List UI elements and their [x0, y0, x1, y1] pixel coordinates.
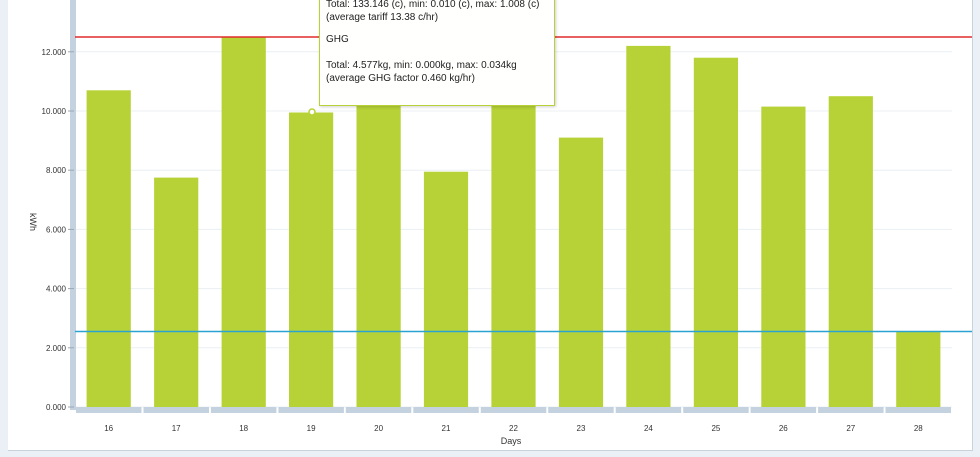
x-axis-track-segment[interactable]	[885, 407, 952, 413]
x-axis-track-segment[interactable]	[278, 407, 344, 413]
tooltip-ghg-average: (average GHG factor 0.460 kg/hr)	[326, 73, 475, 84]
x-tick-label: 17	[172, 424, 181, 433]
hover-marker	[308, 108, 316, 116]
x-axis-track-segment[interactable]	[683, 407, 749, 413]
x-axis-track-segment[interactable]	[413, 407, 479, 413]
bar-day-20[interactable]	[356, 102, 401, 407]
x-axis-label: Days	[501, 436, 522, 446]
tooltip-cost-average: (average tariff 13.38 c/hr)	[326, 12, 439, 23]
bar-day-25[interactable]	[693, 57, 738, 407]
bar-series[interactable]	[86, 37, 941, 408]
bar-day-22[interactable]	[491, 72, 536, 408]
bar-day-21[interactable]	[423, 171, 469, 407]
x-tick-label: 16	[104, 424, 113, 433]
bar-day-18[interactable]	[221, 37, 266, 407]
x-axis-track-segment[interactable]	[818, 407, 884, 413]
bar-day-24[interactable]	[626, 45, 671, 408]
y-tick-label: 4.000	[46, 285, 67, 294]
tooltip-spacer	[326, 46, 548, 59]
x-axis-track-segment[interactable]	[750, 407, 817, 413]
chart-tooltip: Total: 133.146 (c), min: 0.010 (c), max:…	[319, 0, 555, 106]
y-axis-ticks: 0.000 2.000 4.000 6.000 8.000 10.000 12.000	[42, 48, 74, 412]
x-tick-label: 28	[914, 424, 923, 433]
bar-day-17[interactable]	[154, 177, 199, 407]
x-axis-track-segment[interactable]	[210, 407, 277, 413]
x-tick-label: 24	[644, 424, 653, 433]
y-tick-label: 2.000	[46, 344, 67, 353]
y-tick-label: 6.000	[46, 225, 67, 234]
y-tick-label: 10.000	[42, 107, 67, 116]
axis-scroll-tracks[interactable]	[70, 0, 951, 413]
bar-day-26[interactable]	[761, 106, 806, 407]
bar-day-28[interactable]	[896, 331, 941, 408]
kwh-bar-chart: 0.000 2.000 4.000 6.000 8.000 10.000 12.000 16…	[28, 0, 972, 446]
x-axis-track-segment[interactable]	[143, 407, 210, 413]
x-axis-ticks: 16 17 18 19 20 21 22 23 24 25 26 27 28	[104, 424, 923, 433]
x-tick-label: 26	[779, 424, 788, 433]
x-tick-label: 23	[577, 424, 586, 433]
tooltip-ghg-title: GHG	[326, 34, 349, 45]
x-tick-label: 20	[374, 424, 383, 433]
y-tick-label: 8.000	[46, 166, 67, 175]
bar-day-23[interactable]	[558, 137, 604, 407]
y-tick-label: 0.000	[46, 403, 67, 412]
x-tick-label: 27	[846, 424, 855, 433]
x-axis-track-segment[interactable]	[76, 407, 142, 413]
x-tick-label: 19	[307, 424, 316, 433]
tooltip-divider	[326, 24, 548, 33]
x-axis-track-segment[interactable]	[345, 407, 412, 413]
bar-day-27[interactable]	[828, 96, 873, 407]
y-tick-label: 12.000	[42, 48, 67, 57]
y-axis-track[interactable]	[70, 0, 76, 410]
x-tick-label: 18	[239, 424, 248, 433]
x-axis-track-segment[interactable]	[480, 407, 547, 413]
tooltip-ghg-total: Total: 4.577kg, min: 0.000kg, max: 0.034…	[326, 60, 517, 71]
bar-day-16[interactable]	[86, 90, 131, 408]
tooltip-cost-total: Total: 133.146 (c), min: 0.010 (c), max:…	[326, 0, 540, 10]
y-axis-label: kWh	[28, 213, 38, 231]
x-tick-label: 22	[509, 424, 518, 433]
bar-day-19[interactable]	[289, 112, 334, 408]
chart-panel: 0.000 2.000 4.000 6.000 8.000 10.000 12.000 16…	[8, 0, 973, 451]
x-tick-label: 25	[711, 424, 720, 433]
x-axis-track-segment[interactable]	[548, 407, 614, 413]
x-tick-label: 21	[442, 424, 451, 433]
x-axis-track-segment[interactable]	[615, 407, 682, 413]
